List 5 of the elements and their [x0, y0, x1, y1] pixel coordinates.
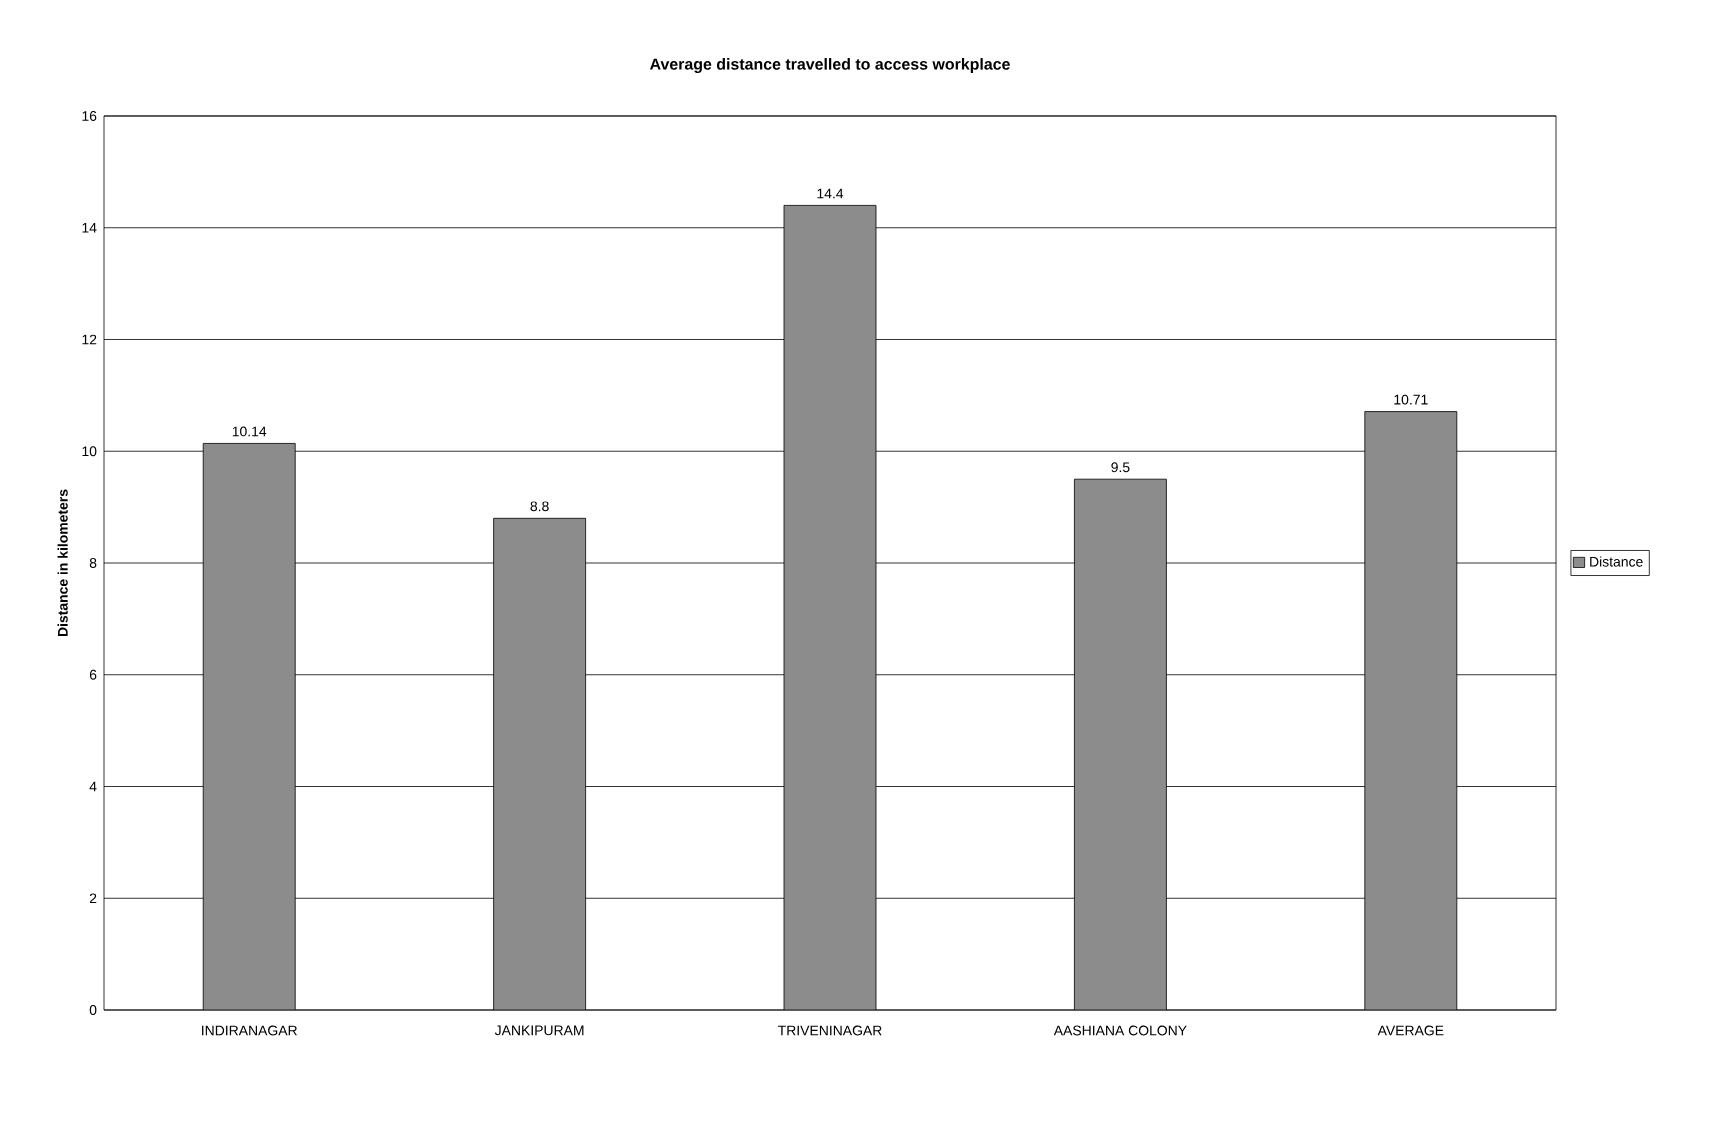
- bar: [1074, 478, 1167, 1010]
- bar: [202, 443, 296, 1010]
- bar: [783, 204, 877, 1010]
- bar: [1364, 411, 1458, 1010]
- bar: [493, 517, 587, 1010]
